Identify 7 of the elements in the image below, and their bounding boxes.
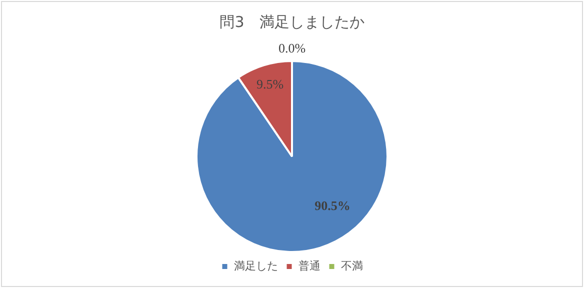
legend-label: 満足した [234, 259, 278, 272]
data-label: 9.5% [256, 76, 284, 92]
text: 0.0% [278, 40, 306, 56]
legend-label: 不満 [340, 259, 363, 272]
chart-title: 問3 満足しましたか [220, 12, 364, 31]
data-label: 90.5% [314, 198, 350, 214]
legend-label: 普通 [298, 259, 320, 272]
